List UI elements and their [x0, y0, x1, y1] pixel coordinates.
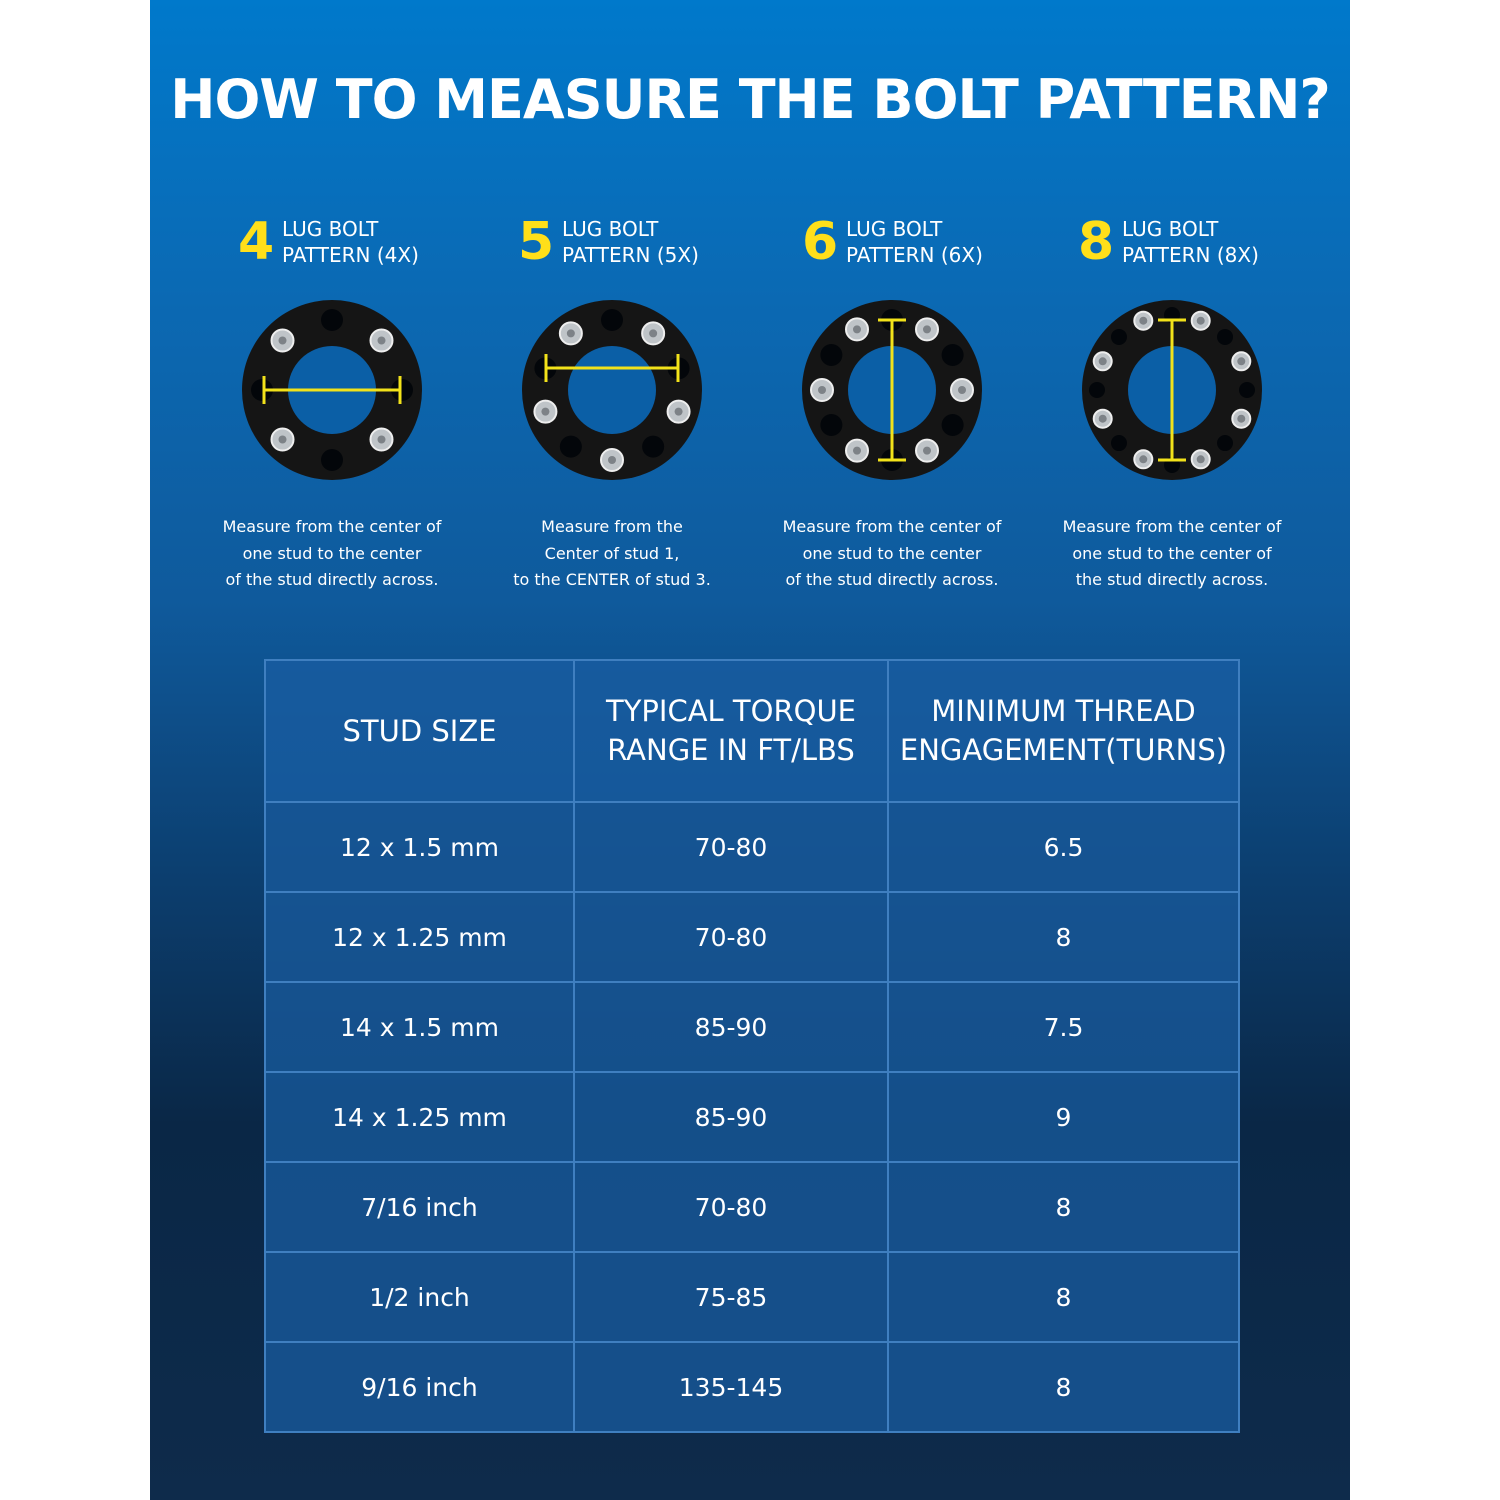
torque-cell: 85-90	[573, 981, 889, 1073]
header-stud-size: STUD SIZE	[264, 659, 575, 803]
table-row: 14 x 1.25 mm 85-90 9	[264, 1071, 1240, 1163]
measure-description: Measure from the center of one stud to t…	[222, 517, 442, 589]
stud-nut-icon	[950, 378, 974, 402]
infographic-panel: HOW TO MEASURE THE BOLT PATTERN? 4 LUG BO…	[150, 0, 1350, 1500]
lug-hole-icon	[1110, 435, 1127, 452]
torque-cell: 75-85	[573, 1251, 889, 1343]
thread-engagement-cell: 9	[887, 1071, 1240, 1163]
stud-size-cell: 12 x 1.25 mm	[264, 891, 575, 983]
thread-engagement-cell: 6.5	[887, 801, 1240, 893]
wheel-spacer-image	[522, 300, 702, 480]
lug-hole-icon	[941, 344, 964, 366]
stud-size-cell: 14 x 1.25 mm	[264, 1071, 575, 1163]
center-bore	[568, 346, 656, 434]
torque-cell: 85-90	[573, 1071, 889, 1163]
stud-size-cell: 12 x 1.5 mm	[264, 801, 575, 893]
table-header-row: STUD SIZE TYPICAL TORQUE RANGE IN FT/LBS…	[264, 659, 1240, 803]
lug-hole-icon	[251, 379, 273, 401]
lug-pattern-label: LUG BOLT PATTERN (4X)	[282, 217, 419, 267]
lug-hole-icon	[321, 449, 343, 471]
stud-nut-icon	[641, 321, 666, 346]
lug-hole-icon	[1217, 435, 1234, 452]
stud-nut-icon	[1092, 351, 1113, 372]
stud-size-cell: 1/2 inch	[264, 1251, 575, 1343]
table-row: 14 x 1.5 mm 85-90 7.5	[264, 981, 1240, 1073]
lug-hole-icon	[820, 344, 843, 366]
lug-count: 4	[238, 212, 275, 272]
torque-cell: 70-80	[573, 801, 889, 893]
torque-cell: 70-80	[573, 891, 889, 983]
stud-size-cell: 9/16 inch	[264, 1341, 575, 1433]
lug-hole-icon	[391, 379, 413, 401]
measure-description: Measure from the center of one stud to t…	[1062, 517, 1282, 589]
lug-count: 5	[518, 212, 555, 272]
table-row: 1/2 inch 75-85 8	[264, 1251, 1240, 1343]
lug-count: 8	[1078, 212, 1115, 272]
lug-hole-icon	[941, 414, 964, 436]
stud-nut-icon	[1190, 449, 1211, 470]
page-title: HOW TO MEASURE THE BOLT PATTERN?	[170, 68, 1330, 131]
lug-hole-icon	[1217, 328, 1234, 345]
header-torque: TYPICAL TORQUE RANGE IN FT/LBS	[573, 659, 889, 803]
lug-hole-icon	[1110, 328, 1127, 345]
thread-engagement-cell: 8	[887, 891, 1240, 983]
torque-cell: 135-145	[573, 1341, 889, 1433]
lug-pattern-label: LUG BOLT PATTERN (8X)	[1122, 217, 1259, 267]
wheel-spacer-image	[242, 300, 422, 480]
wheel-spacer-image	[1082, 300, 1262, 480]
stud-nut-icon	[558, 321, 583, 346]
table-row: 12 x 1.5 mm 70-80 6.5	[264, 801, 1240, 893]
measure-description: Measure from the center of one stud to t…	[782, 517, 1002, 589]
table-row: 7/16 inch 70-80 8	[264, 1161, 1240, 1253]
stud-nut-icon	[915, 317, 939, 342]
wheel-spacer-image	[802, 300, 982, 480]
lug-hole-icon	[820, 414, 843, 436]
measure-line	[1158, 318, 1186, 462]
lug-pattern-label: LUG BOLT PATTERN (5X)	[562, 217, 699, 267]
stud-nut-icon	[845, 317, 869, 342]
stud-nut-icon	[1092, 408, 1113, 429]
stud-nut-icon	[270, 328, 295, 353]
stud-size-cell: 14 x 1.5 mm	[264, 981, 575, 1073]
stud-nut-icon	[533, 399, 558, 424]
stud-nut-icon	[369, 328, 394, 353]
measure-line	[262, 376, 402, 404]
stud-nut-icon	[915, 438, 939, 463]
thread-engagement-cell: 8	[887, 1251, 1240, 1343]
lug-hole-icon	[601, 309, 623, 331]
table-row: 12 x 1.25 mm 70-80 8	[264, 891, 1240, 983]
lug-hole-icon	[321, 309, 343, 331]
stud-nut-icon	[810, 378, 834, 402]
table-row: 9/16 inch 135-145 8	[264, 1341, 1240, 1433]
header-thread-engagement: MINIMUM THREAD ENGAGEMENT(TURNS)	[887, 659, 1240, 803]
stud-size-cell: 7/16 inch	[264, 1161, 575, 1253]
stud-nut-icon	[1133, 449, 1154, 470]
lug-hole-icon	[559, 435, 582, 458]
lug-hole-icon	[1089, 382, 1105, 398]
thread-engagement-cell: 8	[887, 1161, 1240, 1253]
stud-nut-icon	[1190, 310, 1211, 331]
measure-line	[544, 354, 680, 382]
thread-engagement-cell: 8	[887, 1341, 1240, 1433]
stud-nut-icon	[369, 427, 394, 452]
stud-nut-icon	[845, 438, 869, 463]
thread-engagement-cell: 7.5	[887, 981, 1240, 1073]
lug-count: 6	[802, 212, 839, 272]
stud-nut-icon	[1133, 310, 1154, 331]
lug-pattern-label: LUG BOLT PATTERN (6X)	[846, 217, 983, 267]
stud-nut-icon	[666, 399, 691, 424]
measure-line	[878, 318, 906, 462]
lug-hole-icon	[1239, 382, 1255, 398]
torque-cell: 70-80	[573, 1161, 889, 1253]
stud-nut-icon	[1231, 351, 1252, 372]
measure-description: Measure from the Center of stud 1, to th…	[513, 517, 711, 589]
lug-hole-icon	[642, 435, 665, 458]
stud-nut-icon	[270, 427, 295, 452]
stud-nut-icon	[1231, 408, 1252, 429]
stud-nut-icon	[600, 448, 624, 472]
stud-torque-table: STUD SIZE TYPICAL TORQUE RANGE IN FT/LBS…	[264, 659, 1240, 1433]
